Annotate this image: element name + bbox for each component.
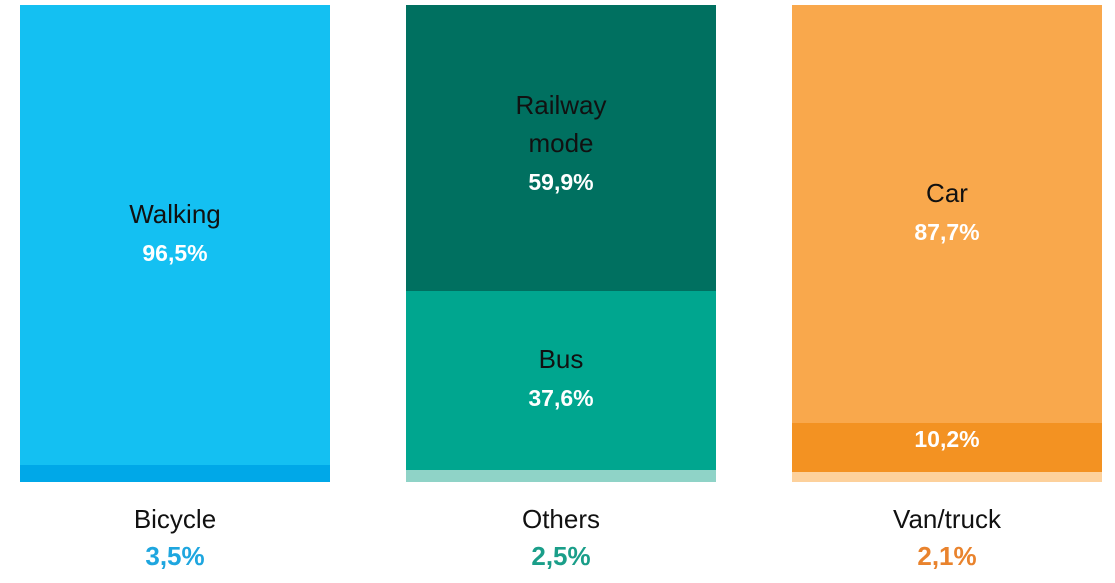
segment-label: Railway mode 59,9% [486, 86, 636, 202]
segment-name: Walking [129, 199, 221, 230]
segment-label: Bus 37,6% [486, 340, 636, 418]
segment-name: Railway mode [515, 89, 607, 158]
segment-value: 10,2% [914, 426, 980, 453]
segment-value: 37,6% [528, 385, 594, 412]
segment [406, 5, 716, 291]
segment-value: 2,5% [531, 541, 591, 571]
segment-value: 2,1% [917, 541, 977, 571]
segment-value: 87,7% [914, 219, 980, 246]
column: Walking 96,5% [20, 5, 330, 482]
column: Bus 37,6% Railway mode 59,9% [406, 5, 716, 482]
below-label: Bicycle 3,5% [20, 500, 330, 574]
segment-name: Bicycle [133, 504, 217, 534]
segment-name: Others [521, 504, 601, 534]
segment [20, 465, 330, 482]
segment-label: Walking 96,5% [100, 195, 250, 273]
segment [792, 423, 1102, 472]
segment-value: 96,5% [142, 240, 208, 267]
segment [20, 5, 330, 466]
segment-name: Van/truck [893, 504, 1001, 534]
segment-value: 3,5% [145, 541, 205, 571]
segment-label: Car 87,7% [872, 174, 1022, 252]
below-label: Van/truck 2,1% [792, 500, 1102, 574]
segment [792, 5, 1102, 424]
segment [406, 470, 716, 482]
segment-name: Car [926, 178, 968, 209]
segment-value: 59,9% [528, 168, 594, 195]
segment-name: Bus [538, 344, 584, 375]
segment [792, 471, 1102, 482]
below-label: Others 2,5% [406, 500, 716, 574]
segment [406, 290, 716, 471]
